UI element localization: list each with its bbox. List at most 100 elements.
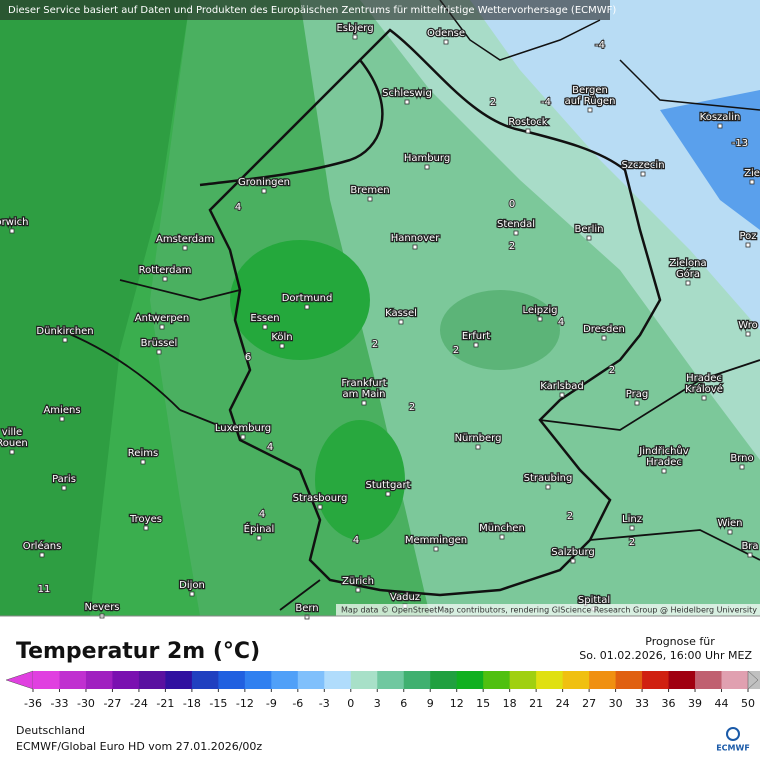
city-marker [629,525,635,531]
scale-tick-label: -21 [156,697,174,710]
city-marker [9,449,15,455]
city-label: Nürnberg [455,433,502,444]
city-label: Brno [730,453,753,464]
scale-segment [33,671,60,689]
scale-segment [244,671,272,689]
scale-segment [271,671,299,689]
city-label: Góra [676,268,700,280]
scale-tick-label: -36 [24,697,42,710]
city-marker [745,331,751,337]
city-label: Dresden [583,324,625,335]
scale-segment [59,671,87,689]
city-label: Zie [744,168,760,179]
city-label: Karlsbad [540,381,583,392]
scale-tick-label: -9 [266,697,277,710]
scale-tick-label: 15 [476,697,490,710]
city-marker [39,552,45,558]
warm-patch [315,420,405,540]
city-marker [433,546,439,552]
city-marker [9,228,15,234]
coastline [439,0,760,111]
city-label: auf Rügen [565,96,616,107]
city-marker [475,444,481,450]
logo: ECMWF [716,744,750,753]
city-label: Épinal [244,522,275,535]
city-marker [404,99,410,105]
scale-tick-label: 12 [450,697,464,710]
city-label: am Main [343,389,386,400]
scale-segment [403,671,431,689]
scale-tick-label: -24 [130,697,148,710]
city-label: Frankfurt [341,378,386,389]
city-label: Essen [250,313,279,324]
scale-segment [324,671,352,689]
scale-segment [536,671,564,689]
city-label: Orléans [23,540,62,552]
city-marker [62,337,68,343]
scale-segment [297,671,325,689]
scale-segment [509,671,537,689]
scale-tick-label: 27 [582,697,596,710]
isotherm-value: 2 [567,511,573,522]
isotherm-value: 4 [235,202,241,213]
scale-tick-label: 36 [662,697,676,710]
city-marker [634,400,640,406]
city-label: Hradec [646,457,682,468]
city-label: Wien [718,518,743,529]
banner-text: Dieser Service basiert auf Daten und Pro… [8,5,616,16]
isotherm-value: 4 [267,442,273,453]
isotherm-value: 0 [509,199,515,210]
city-marker [727,529,733,535]
isotherm-value: 2 [372,339,378,350]
city-label: Luxemburg [215,423,271,434]
scale-segment [85,671,113,689]
scale-tick-label: 9 [427,697,434,710]
isotherm-value: 2 [409,402,415,413]
scale-tick-label: 3 [374,697,381,710]
city-label: Zielona [669,258,706,269]
cold-region [660,90,760,230]
city-label: Reims [128,448,158,459]
scale-tick-label: -27 [103,697,121,710]
isotherm-value: 11 [38,584,51,595]
city-label: Rotterdam [139,265,192,276]
city-marker [586,235,592,241]
city-marker [412,244,418,250]
city-label: Salzburg [551,547,594,558]
city-label: Bergen [572,85,608,96]
city-marker [156,349,162,355]
city-label: Szczecin [621,160,664,171]
scale-tick-label: 18 [503,697,517,710]
city-label: Hamburg [404,153,450,164]
scale-tick-label: -12 [236,697,254,710]
city-label: Bremen [350,185,389,196]
scale-segment [191,671,219,689]
city-label: Zürich [342,576,374,587]
attribution-background [336,604,760,616]
city-marker [240,434,246,440]
city-label: Esbjerg [336,23,373,34]
city-marker [352,34,358,40]
city-marker [739,464,745,470]
scale-tick-label: 21 [529,697,543,710]
city-label: Odense [427,28,465,39]
isotherm-value: 2 [453,345,459,356]
scale-end [747,670,759,690]
city-marker [182,245,188,251]
city-label: Kassel [385,308,417,319]
city-marker [140,459,146,465]
scale-tick-label: 50 [741,697,755,710]
country-border [59,279,760,611]
isotherm-value: 2 [490,97,496,108]
city-label: Schleswig [382,88,432,99]
banner-background [0,0,610,20]
city-label: Dortmund [282,293,333,304]
city-label: Amsterdam [156,234,214,245]
city-marker [162,276,168,282]
city-label: Memmingen [405,535,467,546]
scale-segment [112,671,140,689]
baltic-region [470,0,760,330]
city-marker [559,392,565,398]
